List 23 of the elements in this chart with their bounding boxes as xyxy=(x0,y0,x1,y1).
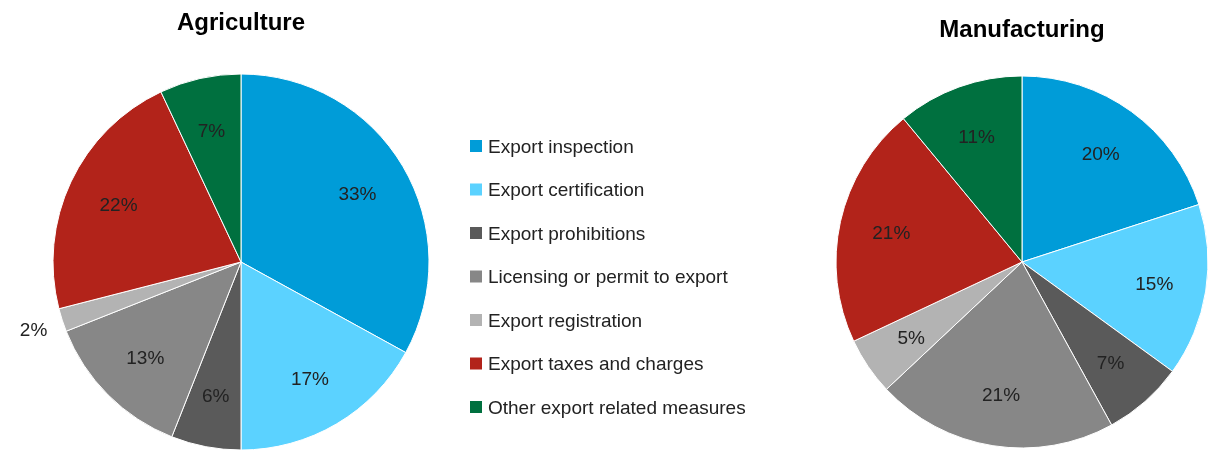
data-label: 33% xyxy=(338,182,377,204)
data-label: 15% xyxy=(1135,272,1174,294)
data-label: 6% xyxy=(201,384,230,406)
data-label: 17% xyxy=(290,368,330,390)
legend-label: Export registration xyxy=(488,309,643,331)
legend-label: Export inspection xyxy=(488,135,634,157)
data-label: 11% xyxy=(958,125,996,147)
data-label: 21% xyxy=(872,222,911,244)
data-label: 2% xyxy=(19,319,48,341)
legend-label: Export taxes and charges xyxy=(488,353,704,375)
legend-label: Export prohibitions xyxy=(488,222,646,244)
data-label: 5% xyxy=(897,326,926,348)
data-label: 7% xyxy=(1096,352,1125,374)
legend-label: Other export related measures xyxy=(488,396,746,418)
chart-title: Agriculture xyxy=(176,8,306,35)
data-label: 20% xyxy=(1081,143,1120,165)
data-label: 13% xyxy=(126,347,165,369)
data-label: 7% xyxy=(197,119,226,141)
legend-label: Export certification xyxy=(488,179,645,201)
legend-label: Licensing or permit to export xyxy=(488,266,729,288)
data-label: 22% xyxy=(99,194,138,216)
chart-title: Manufacturing xyxy=(939,15,1105,42)
data-label: 21% xyxy=(982,383,1021,405)
